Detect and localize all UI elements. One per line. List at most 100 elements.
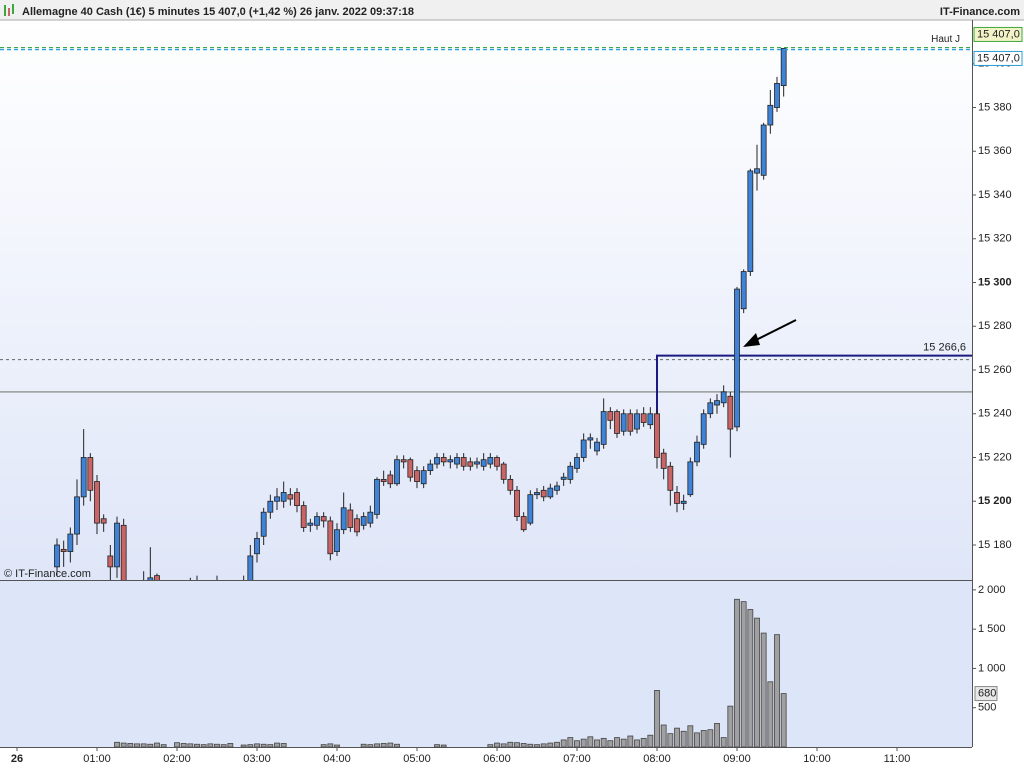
volume-bar <box>260 743 267 748</box>
candle-body <box>494 457 500 467</box>
candle-body <box>680 500 687 504</box>
volume-bar <box>754 617 760 748</box>
candle-body <box>340 507 347 531</box>
candle-body <box>287 494 294 500</box>
volume-bar <box>147 743 154 748</box>
candle-body <box>367 511 374 524</box>
volume-bar <box>367 744 374 748</box>
x-tick-label: 03:00 <box>243 753 271 765</box>
y-tick-label: 15 240 <box>978 408 1012 420</box>
candle-body <box>314 516 320 526</box>
brand: IT-Finance.com <box>940 6 1020 18</box>
volume-bar <box>594 739 600 748</box>
candle-body <box>387 474 394 485</box>
candle-body <box>267 500 274 513</box>
volume-bar <box>327 743 334 748</box>
candle-body <box>420 470 427 485</box>
volume-bar <box>767 681 774 748</box>
y-tick-label: 15 260 <box>978 364 1012 376</box>
x-tick-label: 08:00 <box>643 753 671 765</box>
x-tick-label: 11:00 <box>884 753 911 765</box>
candle-body <box>487 457 494 465</box>
price-panel <box>0 21 972 580</box>
candle-body <box>94 481 100 524</box>
volume-bar <box>734 598 740 748</box>
volume-bar <box>660 724 667 748</box>
volume-bar <box>180 743 187 748</box>
volume-bar <box>634 739 640 748</box>
volume-bar <box>560 739 567 748</box>
volume-plot <box>114 598 787 748</box>
day-high-name: Haut J <box>931 34 960 45</box>
volume-bar <box>334 744 340 748</box>
y-tick-label: 15 380 <box>978 101 1012 113</box>
x-tick-label: 01:00 <box>83 753 111 765</box>
volume-bar <box>207 743 214 748</box>
volume-bar <box>614 737 620 748</box>
volume-tick-label: 1 000 <box>978 662 1006 674</box>
candle-body <box>274 496 280 502</box>
volume-bar <box>220 744 227 748</box>
candle-body <box>540 489 547 498</box>
candle-body <box>247 555 254 580</box>
volume-bar <box>140 743 147 748</box>
volume-bar <box>727 705 734 748</box>
volume-bar <box>214 743 220 748</box>
candle-body <box>774 83 780 108</box>
day-high-label: 15 407,0 <box>977 28 1020 40</box>
price-plot <box>0 46 972 580</box>
candle-body <box>760 124 767 176</box>
volume-bar <box>240 744 247 748</box>
candle-body <box>507 478 514 491</box>
y-tick-label: 15 300 <box>978 276 1012 288</box>
candle-body <box>534 492 540 496</box>
candle-body <box>54 544 60 568</box>
volume-bar <box>720 737 727 748</box>
last-price-box <box>973 50 1023 66</box>
last-volume-label: 680 <box>978 687 996 699</box>
volume-bar <box>440 744 447 748</box>
day-high-box <box>973 26 1023 42</box>
x-tick-label: 09:00 <box>723 753 751 765</box>
candle-body <box>747 170 754 272</box>
last-volume-box <box>974 686 998 702</box>
candle-body <box>407 459 414 478</box>
candle-body <box>380 478 387 482</box>
candle-body <box>460 457 467 467</box>
candle-body <box>480 459 487 467</box>
volume-bar <box>494 742 500 748</box>
volume-bar <box>514 742 520 748</box>
candle-body <box>320 516 327 522</box>
x-tick-label: 06:00 <box>483 753 511 765</box>
volume-bar <box>627 735 634 748</box>
candle-body <box>640 413 647 423</box>
candle-body <box>687 461 694 496</box>
volume-bar <box>320 744 327 748</box>
level-label: 15 266,6 <box>923 341 966 353</box>
volume-bar <box>200 744 207 748</box>
x-tick-label: 04:00 <box>323 753 351 765</box>
candle-body <box>634 413 640 430</box>
candle-body <box>500 463 507 480</box>
candle-body <box>454 457 460 465</box>
candle-body <box>780 48 787 87</box>
candle-body <box>307 522 314 526</box>
candle-body <box>154 575 160 580</box>
candle-body <box>394 459 400 485</box>
volume-bar <box>707 729 714 748</box>
volume-bar <box>567 737 574 748</box>
candle-body <box>667 465 674 491</box>
volume-bar <box>520 743 527 748</box>
candle-body <box>474 461 480 465</box>
volume-bar <box>587 736 594 748</box>
candle-body <box>280 492 287 502</box>
volume-bar <box>187 743 194 748</box>
volume-bar <box>114 741 120 748</box>
candle-body <box>100 518 107 524</box>
volume-bar <box>580 738 587 748</box>
volume-bar <box>674 727 680 748</box>
watermark: © IT-Finance.com <box>4 568 91 580</box>
candle-body <box>74 496 80 535</box>
y-tick-label: 15 360 <box>978 145 1012 157</box>
